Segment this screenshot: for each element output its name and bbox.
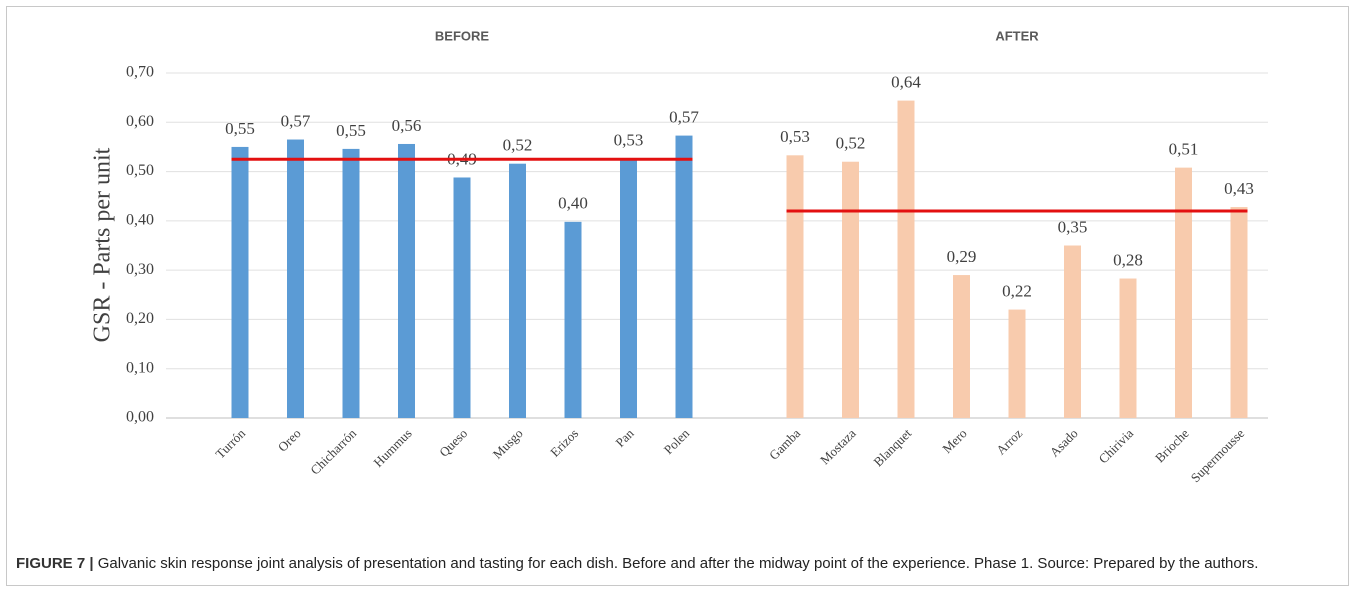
y-tick-label: 0,60: [126, 113, 154, 130]
group-title: BEFORE: [435, 28, 490, 43]
x-tick-label: Arroz: [993, 425, 1025, 457]
x-tick-label: Chicharrón: [307, 425, 359, 477]
value-label: 0,51: [1169, 140, 1199, 159]
value-label: 0,64: [891, 73, 921, 92]
bar: [620, 158, 637, 418]
x-tick-label: Mostaza: [817, 425, 859, 467]
bar: [1064, 245, 1081, 418]
value-label: 0,28: [1113, 250, 1143, 269]
value-label: 0,53: [780, 127, 810, 146]
value-label: 0,40: [558, 194, 588, 213]
value-label: 0,57: [669, 107, 699, 126]
bar: [675, 135, 693, 419]
bar: [342, 148, 360, 418]
x-tick-label: Queso: [436, 426, 470, 460]
bar: [897, 100, 915, 418]
bar: [1119, 278, 1137, 418]
x-tick-label: Pan: [612, 425, 637, 450]
x-tick-label: Musgo: [490, 426, 526, 462]
y-tick-label: 0,00: [126, 409, 154, 426]
x-tick-label: Turrón: [212, 425, 248, 461]
x-tick-label: Blanquet: [870, 425, 914, 469]
bar: [398, 143, 415, 418]
x-tick-label: Asado: [1047, 426, 1081, 460]
x-tick-label: Polen: [661, 425, 693, 457]
y-tick-label: 0,20: [126, 310, 154, 327]
value-label: 0,55: [336, 121, 366, 140]
bar: [1230, 207, 1248, 418]
x-tick-label: Supermousse: [1188, 425, 1248, 485]
bar: [231, 146, 249, 418]
caption-text: Galvanic skin response joint analysis of…: [93, 555, 1259, 572]
value-label: 0,52: [503, 136, 533, 155]
bar: [453, 177, 471, 418]
x-tick-label: Mero: [939, 426, 970, 457]
group-title: AFTER: [995, 28, 1039, 43]
value-label: 0,52: [836, 134, 866, 153]
x-tick-label: Gamba: [766, 425, 803, 462]
y-tick-label: 0,30: [126, 261, 154, 278]
y-tick-label: 0,40: [126, 212, 154, 229]
value-label: 0,57: [281, 111, 311, 130]
bar: [842, 161, 859, 418]
value-label: 0,55: [225, 119, 255, 138]
bar: [1175, 167, 1192, 418]
x-tick-label: Oreo: [275, 426, 304, 455]
x-tick-label: Hummus: [370, 426, 414, 470]
value-label: 0,29: [947, 247, 977, 266]
value-label: 0,22: [1002, 281, 1032, 300]
x-tick-label: Chirivia: [1095, 425, 1136, 466]
x-tick-label: Erizos: [547, 426, 581, 460]
y-tick-label: 0,10: [126, 359, 154, 376]
bar: [953, 275, 970, 418]
bar: [509, 163, 526, 418]
value-label: 0,43: [1224, 179, 1254, 198]
y-tick-label: 0,50: [126, 162, 154, 179]
bar: [1008, 309, 1026, 418]
chart: GSR - Parts per unit 0,00 0,10 0,20 0,30 0,4…: [90, 28, 1268, 485]
value-label: 0,53: [614, 131, 644, 150]
value-label: 0,56: [392, 116, 422, 135]
caption-label: FIGURE 7 |: [16, 555, 94, 572]
bar: [786, 155, 804, 419]
value-label: 0,35: [1058, 217, 1088, 236]
y-axis-label: GSR - Parts per unit: [90, 147, 116, 342]
caption: FIGURE 7 | Galvanic skin response joint …: [16, 553, 1336, 574]
figure-frame: [6, 6, 1349, 586]
y-tick-label: 0,70: [126, 64, 154, 81]
bar: [287, 139, 304, 419]
x-tick-label: Brioche: [1152, 425, 1192, 465]
bar: [564, 221, 582, 418]
